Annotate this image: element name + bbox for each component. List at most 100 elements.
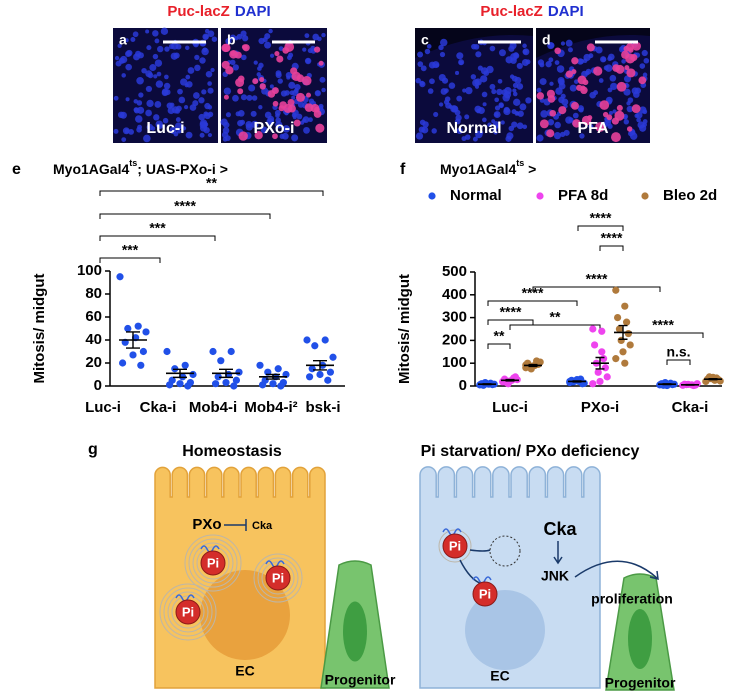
- y-tick-label: 500: [442, 263, 467, 280]
- nucleus: [177, 129, 182, 134]
- nucleus: [266, 117, 275, 126]
- data-point: [614, 314, 622, 322]
- puc-nucleus: [638, 76, 647, 85]
- nucleus: [429, 78, 435, 85]
- diagram: g Homeostasis Pi starvation/ PXo deficie…: [88, 441, 676, 691]
- significance-bracket: [487, 343, 511, 349]
- nucleus: [603, 65, 609, 71]
- nucleus: [198, 113, 206, 121]
- puc-nucleus: [279, 101, 287, 109]
- significance-label: **: [206, 175, 217, 191]
- nucleus: [207, 87, 214, 94]
- x-tick-label: Luc-i: [492, 399, 528, 416]
- y-tick-label: 60: [85, 308, 102, 325]
- nucleus: [161, 89, 169, 97]
- nucleus: [288, 81, 296, 89]
- nucleus: [314, 90, 321, 97]
- nucleus: [420, 65, 427, 72]
- significance-label: **: [494, 328, 505, 344]
- puc-nucleus: [587, 115, 593, 121]
- nucleus: [445, 102, 452, 109]
- panel-letter: b: [227, 32, 236, 48]
- data-point: [124, 324, 132, 333]
- nucleus: [465, 86, 473, 95]
- nucleus: [505, 56, 513, 64]
- nucleus: [199, 132, 205, 138]
- nucleus: [595, 46, 603, 54]
- significance-bracket: [99, 235, 216, 241]
- nucleus: [242, 35, 249, 42]
- nucleus: [264, 111, 272, 119]
- diagram-title: Homeostasis: [182, 443, 282, 460]
- nucleus: [516, 83, 524, 90]
- pi-vesicle: [442, 533, 468, 559]
- nucleus: [497, 78, 503, 84]
- data-point: [142, 328, 150, 336]
- nucleus: [232, 94, 239, 102]
- nucleus: [269, 53, 275, 58]
- nucleus: [152, 30, 159, 37]
- nucleus: [428, 61, 436, 69]
- progenitor-label: Progenitor: [325, 672, 396, 688]
- data-point: [326, 368, 334, 376]
- significance-bracket: [622, 332, 704, 338]
- nucleus: [474, 78, 482, 86]
- nucleus: [456, 95, 463, 102]
- nucleus: [319, 76, 326, 83]
- tissue-edge: [536, 28, 650, 58]
- nucleus: [292, 115, 297, 120]
- nucleus: [633, 91, 640, 98]
- y-tick-label: 100: [442, 354, 467, 371]
- data-point: [623, 318, 631, 326]
- protein-label: Cka: [543, 519, 577, 539]
- nucleus: [236, 33, 243, 40]
- nucleus: [296, 113, 303, 120]
- y-tick-label: 200: [442, 331, 467, 348]
- vesicle-ring: [192, 542, 234, 584]
- sem-bar: [572, 380, 582, 383]
- nucleus: [474, 84, 480, 89]
- nucleus: [189, 104, 197, 111]
- data-point: [163, 347, 171, 356]
- puc-nucleus: [586, 43, 595, 52]
- nucleus: [579, 133, 585, 139]
- nucleus: [561, 98, 569, 106]
- nucleus: [225, 38, 232, 45]
- nucleus: [183, 104, 189, 110]
- counterstain-name: DAPI: [235, 3, 271, 20]
- legend-marker: [641, 192, 649, 200]
- nucleus: [556, 65, 565, 73]
- sem-bar: [528, 363, 538, 368]
- title-main: Myo1AGal4: [440, 161, 516, 177]
- nucleus: [174, 122, 183, 130]
- nucleus: [277, 78, 283, 84]
- puc-nucleus: [549, 109, 557, 117]
- puc-nucleus: [632, 41, 641, 51]
- significance-bracket: [577, 225, 624, 231]
- x-tick-label: Mob4-i²: [244, 399, 297, 416]
- nucleus: [113, 95, 119, 101]
- x-tick-label: Luc-i: [85, 399, 121, 416]
- nucleus: [458, 59, 465, 66]
- nucleus: [482, 117, 487, 123]
- nucleus: [627, 97, 634, 103]
- sem-bar: [618, 324, 628, 340]
- x-tick-label: bsk-i: [305, 399, 340, 416]
- progenitor-nucleus: [628, 609, 652, 669]
- y-tick-label: 100: [77, 262, 102, 279]
- nucleus: [250, 110, 257, 117]
- nucleus: [496, 88, 503, 96]
- nucleus: [588, 124, 594, 130]
- nucleus: [549, 81, 554, 86]
- puc-nucleus: [602, 111, 609, 118]
- nucleus: [136, 100, 143, 106]
- nucleus: [223, 121, 230, 129]
- puc-nucleus: [221, 60, 230, 69]
- nucleus: [438, 102, 444, 107]
- nucleus: [297, 101, 305, 108]
- data-point: [214, 373, 222, 381]
- diagram-title: Pi starvation/ PXo deficiency: [421, 443, 640, 460]
- nucleus: [145, 85, 153, 93]
- nucleus: [601, 57, 607, 63]
